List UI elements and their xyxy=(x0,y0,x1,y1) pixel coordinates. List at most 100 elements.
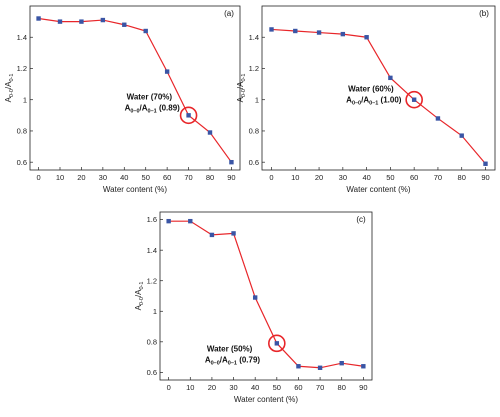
data-point xyxy=(317,365,323,370)
data-point xyxy=(207,130,213,135)
data-point xyxy=(57,19,63,24)
data-point xyxy=(79,19,84,24)
data-point xyxy=(364,35,369,40)
y-tick-label: 0.6 xyxy=(147,368,157,377)
y-tick-label: 1.2 xyxy=(147,276,157,285)
data-point xyxy=(339,361,344,366)
x-tick-label: 20 xyxy=(315,173,323,182)
x-tick-label: 0 xyxy=(167,383,171,392)
data-point xyxy=(316,30,322,35)
x-tick-label: 50 xyxy=(273,383,281,392)
annotation-water: Water (60%) xyxy=(348,85,394,94)
annotation-ratio: A0–0/A0–1 (0.89) xyxy=(125,103,181,114)
data-point xyxy=(296,364,301,369)
y-tick-label: 1.4 xyxy=(17,33,27,42)
y-axis-label: A0-0/A0-1 xyxy=(134,282,145,311)
plot-frame xyxy=(159,211,373,381)
x-axis-label: Water content (%) xyxy=(234,395,299,404)
data-point xyxy=(411,97,417,102)
data-point xyxy=(122,22,127,27)
x-tick-label: 30 xyxy=(339,173,347,182)
data-point xyxy=(459,133,464,138)
x-tick-label: 40 xyxy=(251,383,259,392)
data-point xyxy=(100,17,106,23)
y-tick-label: 1.6 xyxy=(147,215,157,224)
data-point xyxy=(143,28,148,34)
data-point xyxy=(229,159,234,165)
series-line xyxy=(168,220,364,369)
x-tick-label: 80 xyxy=(206,173,214,182)
x-tick-label: 50 xyxy=(386,173,394,182)
x-axis-label: Water content (%) xyxy=(103,185,168,194)
y-tick-label: 1.2 xyxy=(249,64,259,73)
panel-letter: (a) xyxy=(224,9,234,18)
data-point xyxy=(483,161,488,166)
x-tick-label: 90 xyxy=(481,173,489,182)
x-tick-label: 70 xyxy=(184,173,192,182)
annotation-water: Water (50%) xyxy=(207,344,253,353)
y-tick-label: 1 xyxy=(255,95,259,104)
y-tick-label: 1.4 xyxy=(249,33,259,42)
highlight-circle xyxy=(405,90,423,109)
y-tick-label: 0.6 xyxy=(17,158,27,167)
x-tick-label: 10 xyxy=(186,383,194,392)
x-tick-label: 60 xyxy=(163,173,171,182)
data-point xyxy=(274,341,280,346)
y-tick-label: 0.6 xyxy=(249,158,259,167)
data-point xyxy=(166,218,171,224)
x-tick-label: 40 xyxy=(362,173,370,182)
data-point xyxy=(269,27,274,32)
x-tick-label: 80 xyxy=(458,173,466,182)
data-point xyxy=(209,232,215,238)
panel-0: (a) 0 10 20 30 40 50 60 70 80 90 0.6 0.8 1 1.2 1.4 Water… xyxy=(4,5,241,194)
y-tick-label: 1 xyxy=(23,95,27,104)
x-tick-label: 20 xyxy=(77,173,85,182)
annotation-ratio: A0–0/A0–1 (0.79) xyxy=(205,355,261,366)
x-axis-label: Water content (%) xyxy=(346,185,411,194)
panel-2: (c) 0 10 20 30 40 50 60 70 80 90 0.6 0.8 1 1.2 1.4 1.6 Wa… xyxy=(134,211,373,404)
x-tick-label: 0 xyxy=(36,173,40,182)
data-point xyxy=(361,364,366,369)
data-point xyxy=(293,28,298,34)
x-tick-label: 20 xyxy=(208,383,216,392)
data-point xyxy=(188,218,193,224)
x-tick-label: 90 xyxy=(227,173,235,182)
x-tick-label: 70 xyxy=(434,173,442,182)
data-point xyxy=(435,116,441,121)
x-tick-label: 0 xyxy=(269,173,273,182)
highlight-circle xyxy=(268,334,286,353)
data-point xyxy=(36,16,41,21)
series-line xyxy=(38,17,232,163)
plot-frame xyxy=(29,5,241,171)
y-axis-label: A0-0/A0-1 xyxy=(4,74,15,103)
y-axis-label: A0-0/A0-1 xyxy=(236,74,247,103)
y-tick-label: 0.8 xyxy=(147,337,157,346)
data-point xyxy=(252,295,258,300)
panel-letter: (c) xyxy=(356,215,366,224)
x-tick-label: 10 xyxy=(291,173,299,182)
x-tick-label: 70 xyxy=(316,383,324,392)
y-tick-label: 1 xyxy=(153,307,157,316)
plot-frame xyxy=(261,5,496,171)
data-point xyxy=(164,69,170,74)
x-tick-label: 30 xyxy=(99,173,107,182)
y-tick-label: 0.8 xyxy=(17,127,27,136)
data-point xyxy=(186,113,191,118)
x-tick-label: 60 xyxy=(294,383,302,392)
data-point xyxy=(388,75,393,81)
x-tick-label: 50 xyxy=(142,173,150,182)
x-tick-label: 30 xyxy=(229,383,237,392)
annotation-ratio: A0–0/A0–1 (1.00) xyxy=(346,96,402,107)
y-tick-label: 1.2 xyxy=(17,64,27,73)
x-tick-label: 40 xyxy=(120,173,128,182)
x-tick-label: 90 xyxy=(359,383,367,392)
panel-letter: (b) xyxy=(479,9,489,18)
highlight-circle xyxy=(179,106,198,125)
series-line xyxy=(271,28,486,165)
data-point xyxy=(231,231,236,236)
x-tick-label: 80 xyxy=(338,383,346,392)
x-tick-label: 10 xyxy=(56,173,64,182)
y-tick-label: 1.4 xyxy=(147,246,157,255)
y-tick-label: 0.8 xyxy=(249,127,259,136)
